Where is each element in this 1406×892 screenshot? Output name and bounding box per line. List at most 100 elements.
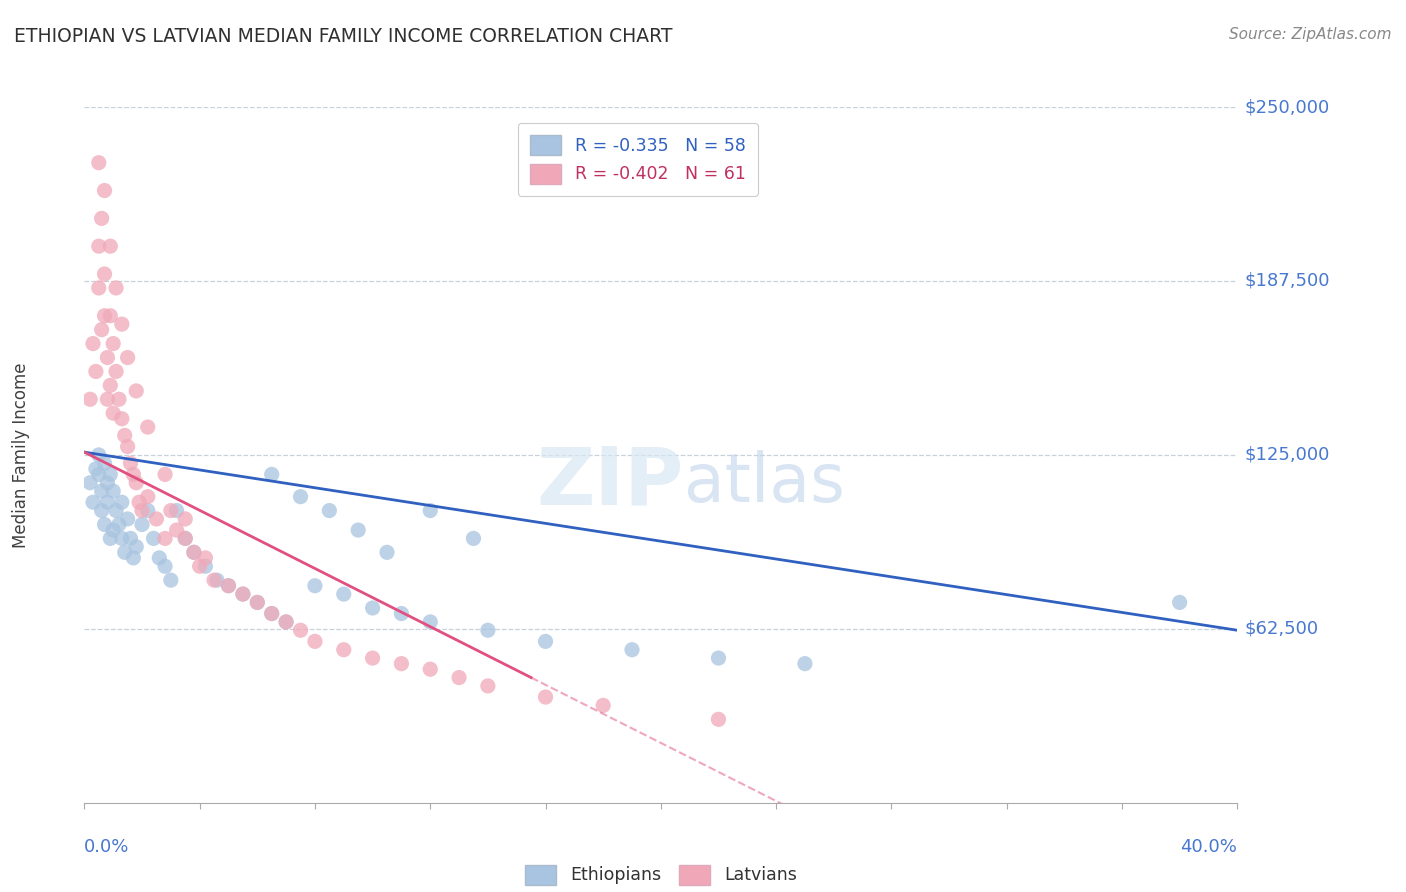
Legend: Ethiopians, Latvians: Ethiopians, Latvians [517,857,804,891]
Point [166,523,188,537]
Point [96,392,118,407]
Point [87,467,110,482]
Point [96,495,118,509]
Point [188,559,211,574]
Point [84,462,107,476]
Point [105,281,128,295]
Point [136,490,159,504]
Point [79,392,101,407]
Point [391,657,413,671]
Point [103,523,124,537]
Point [447,671,470,685]
Point [131,517,153,532]
Point [153,559,176,574]
Point [90,484,112,499]
Point [194,550,217,565]
Point [174,532,197,546]
Point [232,587,254,601]
Point [375,545,398,559]
Point [217,579,239,593]
Point [93,184,115,198]
Point [419,503,441,517]
Text: ZIP: ZIP [537,443,683,522]
Point [93,309,115,323]
Text: 0.0%: 0.0% [84,838,129,856]
Point [361,651,384,665]
Point [274,615,298,629]
Text: ETHIOPIAN VS LATVIAN MEDIAN FAMILY INCOME CORRELATION CHART: ETHIOPIAN VS LATVIAN MEDIAN FAMILY INCOM… [14,27,672,45]
Point [202,573,225,587]
Point [125,540,148,554]
Point [131,503,153,517]
Point [347,523,370,537]
Point [246,595,269,609]
Point [148,550,170,565]
Point [87,448,110,462]
Point [98,309,121,323]
Point [304,579,326,593]
Point [136,420,159,434]
Point [98,239,121,253]
Point [122,467,145,482]
Point [534,634,557,648]
Point [108,392,131,407]
Point [477,624,499,638]
Point [332,642,354,657]
Point [117,351,139,365]
Point [108,517,131,532]
Point [79,475,101,490]
Point [111,495,134,509]
Point [166,503,188,517]
Point [120,456,142,470]
Point [274,615,298,629]
Point [98,378,121,392]
Point [84,364,107,378]
Point [98,532,121,546]
Point [103,406,124,420]
Point [117,512,139,526]
Point [114,545,136,559]
Text: $187,500: $187,500 [1244,272,1330,290]
Point [361,601,384,615]
Point [120,532,142,546]
Text: Source: ZipAtlas.com: Source: ZipAtlas.com [1229,27,1392,42]
Point [142,532,165,546]
Point [111,317,134,331]
Point [332,587,354,601]
Point [153,467,176,482]
Point [96,475,118,490]
Point [111,411,134,425]
Point [82,495,104,509]
Point [419,615,441,629]
Text: $250,000: $250,000 [1244,98,1330,116]
Point [260,607,283,621]
Text: $62,500: $62,500 [1244,620,1319,638]
Point [125,475,148,490]
Point [174,532,197,546]
Point [90,323,112,337]
Point [153,532,176,546]
Point [260,607,283,621]
Point [260,467,283,482]
Point [103,484,124,499]
Point [160,503,183,517]
Point [125,384,148,398]
Point [87,239,110,253]
Point [592,698,614,713]
Point [93,267,115,281]
Text: Median Family Income: Median Family Income [13,362,30,548]
Point [290,624,312,638]
Point [290,490,312,504]
Point [621,642,644,657]
Point [105,503,128,517]
Text: atlas: atlas [683,450,845,516]
Point [111,532,134,546]
Point [246,595,269,609]
Text: $125,000: $125,000 [1244,446,1330,464]
Point [318,503,340,517]
Point [793,657,815,671]
Point [93,456,115,470]
Point [98,467,121,482]
Point [90,503,112,517]
Point [232,587,254,601]
